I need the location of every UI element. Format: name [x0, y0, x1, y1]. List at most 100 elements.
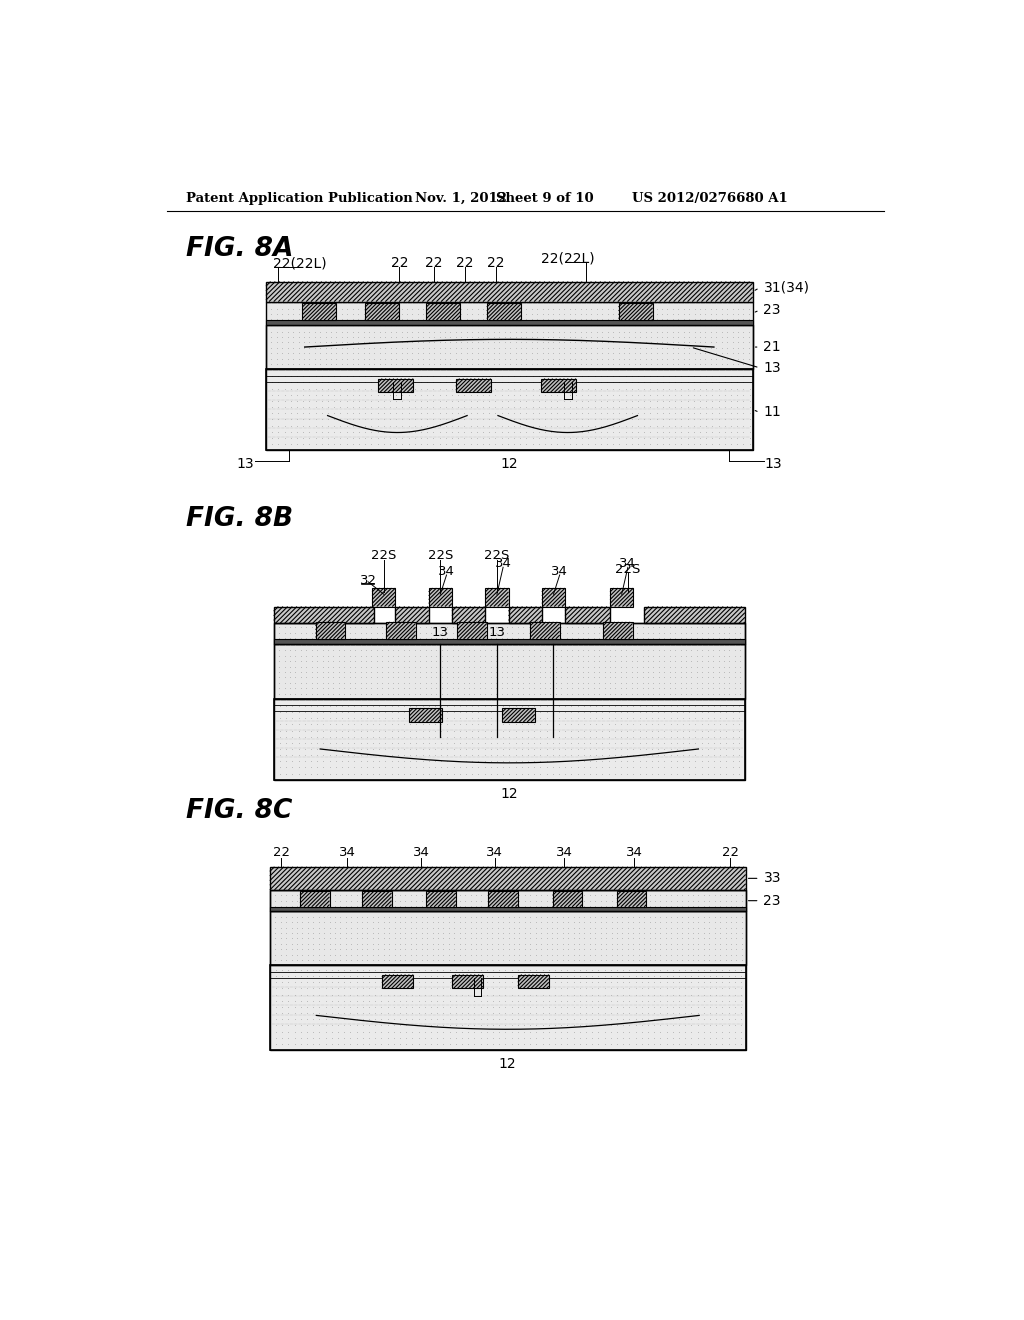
Bar [266, 325, 753, 370]
Bar [486, 304, 521, 321]
Bar [300, 891, 330, 907]
Text: Sheet 9 of 10: Sheet 9 of 10 [496, 191, 594, 205]
Text: Nov. 1, 2012: Nov. 1, 2012 [415, 191, 507, 205]
Bar [366, 304, 399, 321]
Text: 21: 21 [764, 341, 781, 354]
Text: 13: 13 [432, 626, 449, 639]
Bar [266, 302, 753, 325]
Text: 13: 13 [545, 626, 562, 639]
Text: 34: 34 [339, 846, 355, 859]
Text: 22S: 22S [428, 549, 453, 562]
Text: FIG. 8A: FIG. 8A [186, 236, 294, 263]
Text: 22S: 22S [371, 549, 396, 562]
Bar [273, 607, 375, 623]
Text: 34: 34 [620, 557, 636, 570]
Bar [452, 974, 483, 989]
Text: FIG. 8C: FIG. 8C [186, 799, 293, 825]
Bar [426, 891, 456, 907]
Bar [426, 304, 461, 321]
Bar [429, 589, 452, 607]
Bar [530, 622, 560, 639]
Bar [410, 708, 442, 722]
Bar [266, 370, 753, 450]
Text: 11: 11 [764, 405, 781, 420]
Bar [378, 379, 414, 392]
Text: 12: 12 [501, 787, 518, 801]
Bar [266, 370, 753, 450]
Bar [541, 379, 575, 392]
Bar [553, 891, 583, 907]
Bar [542, 589, 565, 607]
Bar [270, 965, 745, 1051]
Bar [618, 304, 652, 321]
Bar [644, 607, 744, 623]
Text: 22: 22 [273, 846, 290, 859]
Text: 13: 13 [764, 360, 781, 375]
Bar [488, 891, 518, 907]
Bar [273, 700, 744, 780]
Bar [270, 890, 745, 911]
Bar [458, 622, 486, 639]
Text: FIG. 8B: FIG. 8B [186, 506, 293, 532]
Text: 22: 22 [487, 256, 505, 271]
Text: 34: 34 [495, 557, 512, 570]
Bar [266, 321, 753, 325]
Bar [266, 325, 753, 370]
Bar [270, 911, 745, 965]
Bar [372, 589, 395, 607]
Bar [518, 974, 549, 989]
Bar [610, 589, 633, 607]
Bar [273, 700, 744, 780]
Text: 23: 23 [764, 894, 781, 908]
Text: 34: 34 [556, 846, 572, 859]
Text: 13: 13 [488, 626, 506, 639]
Bar [386, 622, 416, 639]
Bar [270, 890, 745, 911]
Bar [315, 622, 345, 639]
Text: US 2012/0276680 A1: US 2012/0276680 A1 [632, 191, 787, 205]
Text: 32: 32 [359, 574, 377, 587]
Bar [503, 708, 535, 722]
Text: 22(22L): 22(22L) [542, 252, 595, 265]
Text: Patent Application Publication: Patent Application Publication [186, 191, 413, 205]
Text: 23: 23 [764, 304, 781, 317]
Bar [302, 304, 337, 321]
Bar [456, 379, 490, 392]
Text: 34: 34 [486, 846, 503, 859]
Text: 12: 12 [501, 457, 518, 471]
Text: 31(34): 31(34) [764, 281, 810, 294]
Text: 34: 34 [551, 565, 568, 578]
Bar [509, 607, 542, 623]
Bar [270, 965, 745, 1051]
Bar [485, 589, 509, 607]
Bar [603, 622, 633, 639]
Text: 34: 34 [438, 565, 455, 578]
Bar [273, 623, 744, 644]
Text: 22: 22 [425, 256, 442, 271]
Bar [270, 911, 745, 965]
Text: 12: 12 [499, 1057, 516, 1071]
Text: 34: 34 [413, 846, 429, 859]
Bar [270, 907, 745, 911]
Bar [382, 974, 414, 989]
Text: 13: 13 [764, 457, 782, 471]
Bar [565, 607, 610, 623]
Text: 13: 13 [237, 457, 254, 471]
Bar [362, 891, 391, 907]
Text: 22: 22 [390, 256, 408, 271]
Text: 22S: 22S [615, 564, 641, 576]
Bar [395, 607, 429, 623]
Bar [266, 281, 753, 302]
Bar [617, 891, 646, 907]
Bar [273, 639, 744, 644]
Bar [273, 623, 744, 644]
Bar [273, 644, 744, 700]
Text: 34: 34 [626, 846, 642, 859]
Bar [452, 607, 485, 623]
Text: 22: 22 [457, 256, 474, 271]
Text: 33: 33 [764, 871, 781, 886]
Bar [270, 867, 745, 890]
Text: 22S: 22S [484, 549, 510, 562]
Bar [273, 607, 744, 623]
Text: 22(22L): 22(22L) [273, 256, 327, 271]
